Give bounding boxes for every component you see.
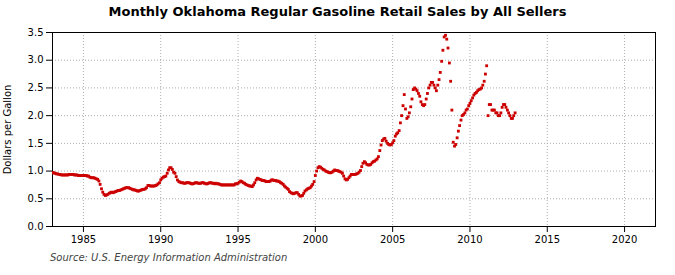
svg-text:2010: 2010: [457, 234, 482, 245]
svg-text:Dollars per Gallon: Dollars per Gallon: [2, 85, 13, 175]
html-text:Source: U.S. Energy Informatio: Source: U.S. Energy Information Administ…: [50, 252, 288, 263]
svg-text:2005: 2005: [380, 234, 405, 245]
svg-text:0.0: 0.0: [28, 221, 44, 232]
svg-text:0.5: 0.5: [28, 193, 44, 204]
svg-text:2020: 2020: [612, 234, 637, 245]
svg-text:1990: 1990: [148, 234, 173, 245]
svg-text:1985: 1985: [71, 234, 96, 245]
svg-text:1.0: 1.0: [28, 165, 44, 176]
svg-text:2015: 2015: [535, 234, 560, 245]
svg-text:1.5: 1.5: [28, 138, 44, 149]
svg-text:3.5: 3.5: [28, 27, 44, 38]
svg-text:2.5: 2.5: [28, 82, 44, 93]
svg-text:1995: 1995: [225, 234, 250, 245]
svg-text:2000: 2000: [303, 234, 328, 245]
html-text:Monthly Oklahoma Regular Gasol: Monthly Oklahoma Regular Gasoline Retail…: [108, 4, 567, 19]
svg-text:3.0: 3.0: [28, 54, 44, 65]
svg-text:2.0: 2.0: [28, 110, 44, 121]
